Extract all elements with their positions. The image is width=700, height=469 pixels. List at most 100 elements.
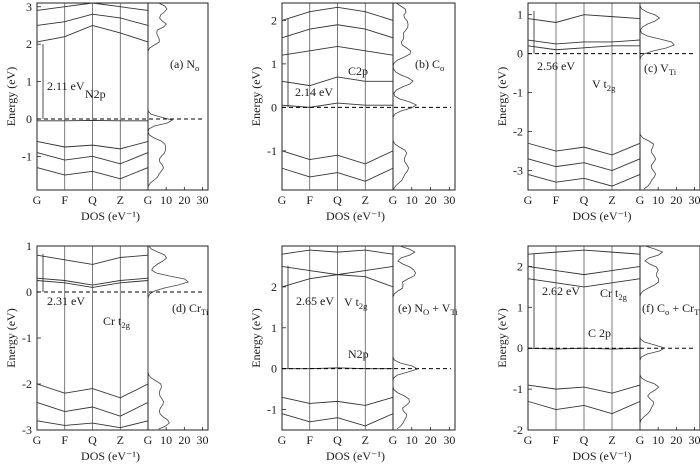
y-tick-label: -2 xyxy=(22,377,32,391)
band-line xyxy=(281,24,394,39)
x-axis-title: DOS (eV⁻¹) xyxy=(573,449,632,463)
dos-tick-label: 10 xyxy=(160,433,172,447)
band-line xyxy=(527,173,641,187)
kpoint-label: G xyxy=(33,433,42,447)
dos-tick-label: 10 xyxy=(406,193,418,207)
kpoint-label: Z xyxy=(608,433,615,447)
kpoint-label: G xyxy=(33,193,42,207)
panel-b: G F Q Z G 10 20 30 -1 0 1 2 Energy (eV) DOS (eV⁻¹) 2.1… xyxy=(249,2,456,223)
kpoint-label: F xyxy=(306,433,313,447)
y-tick-label: -2 xyxy=(513,125,523,139)
y-tick-label: 1 xyxy=(517,8,523,22)
orbital-annotation: C 2p xyxy=(588,326,611,340)
y-tick-label: 2 xyxy=(271,280,277,294)
panel-label: (e) NO + VTi xyxy=(398,301,458,317)
kpoint-label: Q xyxy=(333,433,342,447)
dos-tick-label: 30 xyxy=(197,193,209,207)
kpoint-label: F xyxy=(553,193,560,207)
dos-tick-label: 20 xyxy=(670,433,682,447)
band-gap-value: 2.14 eV xyxy=(295,85,333,99)
band-line xyxy=(527,158,641,171)
kpoint-label: Z xyxy=(117,433,124,447)
orbital-annotation: V t2g xyxy=(592,77,616,93)
band-line xyxy=(36,167,149,180)
band-line xyxy=(36,140,149,150)
band-line xyxy=(36,152,149,165)
y-tick-label: -2 xyxy=(513,423,523,437)
kpoint-label: G xyxy=(524,193,533,207)
band-line xyxy=(527,278,641,288)
band-line xyxy=(36,13,149,26)
band-line xyxy=(36,401,149,417)
dos-curve xyxy=(639,2,675,190)
panel-c: G F Q Z G 10 20 30 -3 -2 -1 0 1 Energy (eV) DOS (eV⁻¹)… xyxy=(495,2,700,223)
y-tick-label: -1 xyxy=(513,86,523,100)
kpoint-label: F xyxy=(61,193,68,207)
kpoint-label: G xyxy=(389,433,398,447)
band-gap-value: 2.65 eV xyxy=(296,294,334,308)
panel-d: G F Q Z G 10 20 30 -3 -2 -1 0 1 Energy (eV) DOS (eV⁻¹)… xyxy=(4,239,209,463)
kpoint-label: G xyxy=(524,433,533,447)
y-axis-title: Energy (eV) xyxy=(249,308,263,367)
dos-curve xyxy=(392,245,419,430)
dos-curve xyxy=(147,2,174,190)
orbital-annotation: V t2g xyxy=(344,295,368,311)
kpoint-label: G xyxy=(144,193,153,207)
x-axis-title: DOS (eV⁻¹) xyxy=(326,449,385,463)
dos-curve xyxy=(147,245,189,430)
dos-tick-label: 20 xyxy=(178,193,190,207)
kpoint-label: G xyxy=(636,193,645,207)
dos-tick-label: 20 xyxy=(178,433,190,447)
dos-tick-label: 10 xyxy=(160,193,172,207)
y-tick-label: 1 xyxy=(271,321,277,335)
y-tick-label: 0 xyxy=(271,100,277,114)
dos-frame xyxy=(147,245,209,431)
band-line xyxy=(36,254,149,265)
band-line xyxy=(281,413,394,427)
panel-label: (c) VTi xyxy=(644,61,677,77)
dos-curve xyxy=(639,245,666,430)
band-gap-value: 2.11 eV xyxy=(47,79,85,93)
band-line xyxy=(36,280,149,288)
dos-frame xyxy=(639,245,700,431)
band-line xyxy=(36,24,149,43)
y-axis-title: Energy (eV) xyxy=(4,308,18,367)
dos-tick-label: 10 xyxy=(406,433,418,447)
kpoint-label: Z xyxy=(362,433,369,447)
band-gap-value: 2.31 eV xyxy=(47,294,85,308)
panel-a: G F Q Z G 10 20 30 -1 0 1 2 3 Energy (eV) DOS (eV⁻¹) 2.… xyxy=(4,0,209,223)
dos-frame xyxy=(392,245,456,431)
dos-tick-label: 10 xyxy=(652,193,664,207)
orbital-annotation: Cr t2g xyxy=(103,314,131,330)
kpoint-label: Z xyxy=(117,193,124,207)
x-axis-title: DOS (eV⁻¹) xyxy=(326,209,385,223)
y-tick-label: 2 xyxy=(517,259,523,273)
y-tick-label: -3 xyxy=(513,164,523,178)
band-line xyxy=(527,384,641,394)
kpoint-label: Z xyxy=(608,193,615,207)
dos-curve xyxy=(392,2,418,190)
band-line xyxy=(36,420,149,429)
panel-label: (d) CrTi xyxy=(172,301,209,317)
band-line xyxy=(527,39,641,45)
orbital-annotation: Cr t2g xyxy=(600,286,628,302)
kpoint-label: Q xyxy=(333,193,342,207)
band-line xyxy=(281,150,394,165)
orbital-annotation: C2p xyxy=(348,64,368,78)
kpoint-label: Z xyxy=(362,193,369,207)
panel-e: G F Q Z G 10 20 30 -1 0 1 2 Energy (eV) DOS (eV⁻¹) 2.6… xyxy=(249,245,458,463)
dos-tick-label: 30 xyxy=(443,433,455,447)
panel-f: G F Q Z G 10 20 30 -2 -1 0 1 2 Energy (eV) DOS (eV⁻¹) 2… xyxy=(495,245,700,463)
dos-tick-label: 30 xyxy=(689,193,700,207)
band-line xyxy=(527,45,640,51)
y-tick-label: 2 xyxy=(271,13,277,27)
y-axis-title: Energy (eV) xyxy=(495,67,509,126)
kpoint-label: G xyxy=(636,433,645,447)
band-line xyxy=(281,396,394,406)
kpoint-label: Q xyxy=(88,193,97,207)
y-tick-label: -1 xyxy=(267,144,277,158)
y-tick-label: -1 xyxy=(22,331,32,345)
x-axis-title: DOS (eV⁻¹) xyxy=(573,209,632,223)
y-tick-label: 0 xyxy=(26,285,32,299)
